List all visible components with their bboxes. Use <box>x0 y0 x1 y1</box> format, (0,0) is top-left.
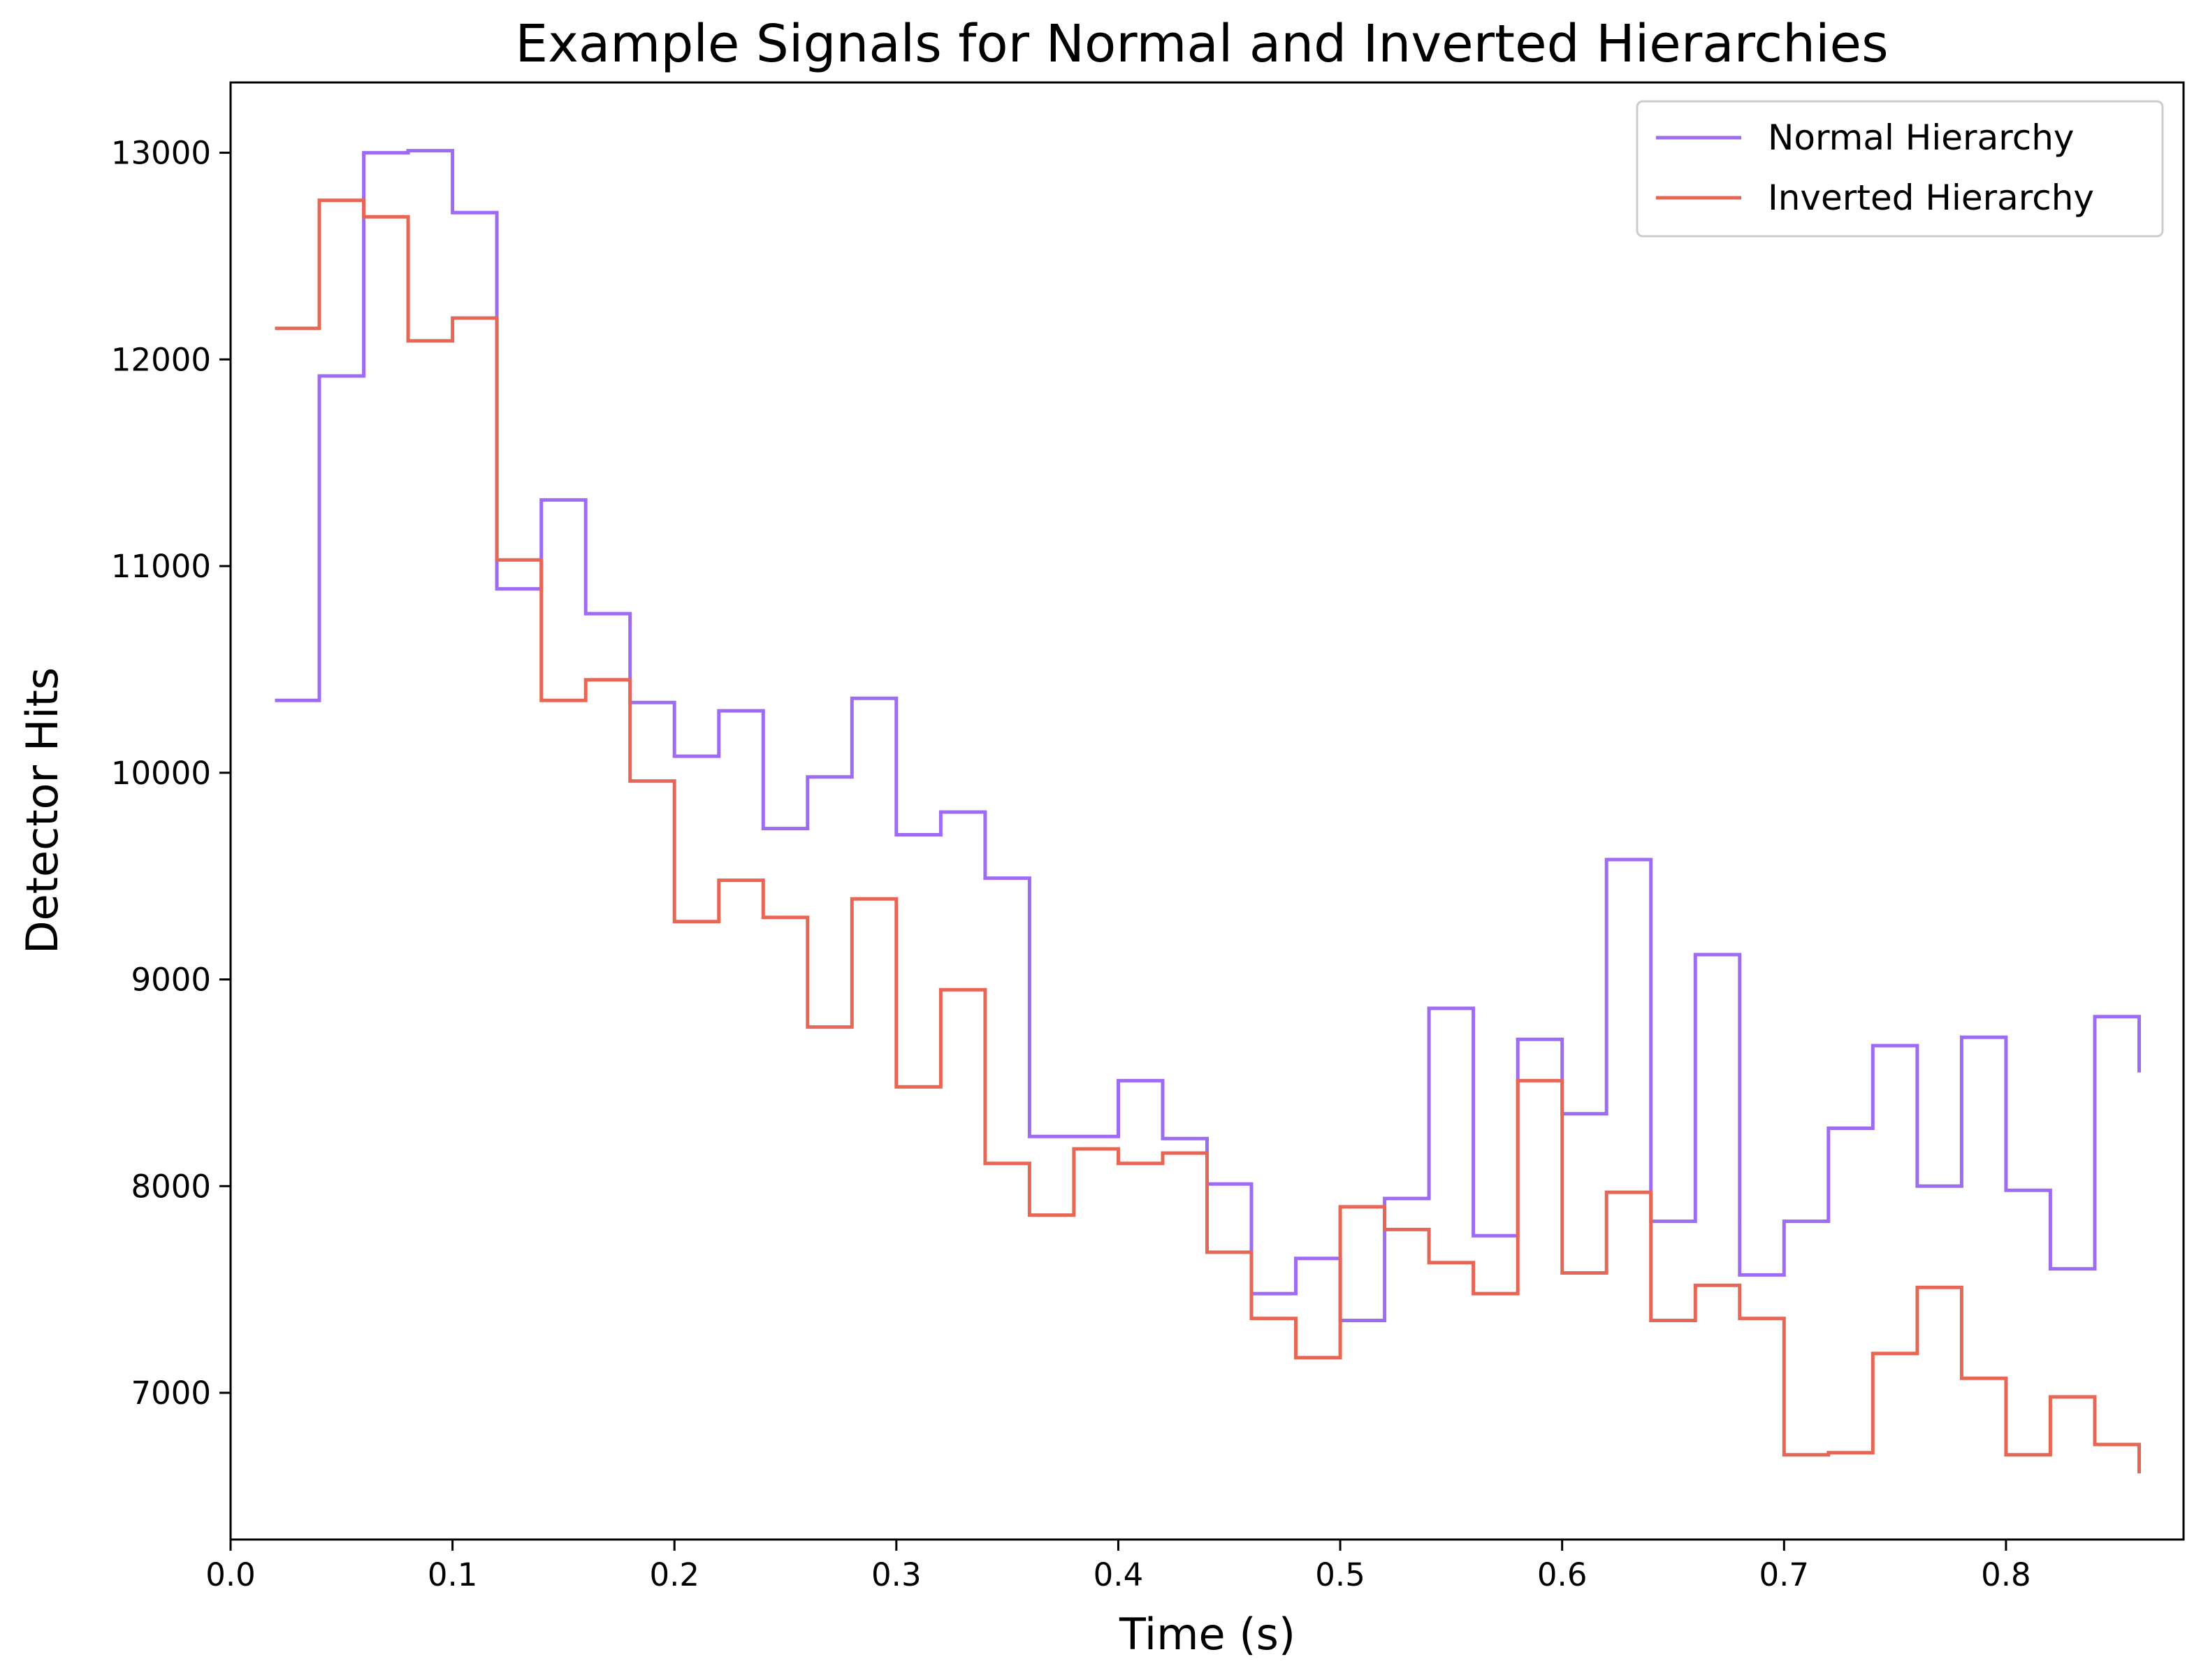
legend: Normal Hierarchy Inverted Hierarchy <box>1636 100 2164 238</box>
x-tick-label: 0.7 <box>1759 1556 1810 1593</box>
x-tick-label: 0.5 <box>1315 1556 1365 1593</box>
x-tick-label: 0.6 <box>1537 1556 1588 1593</box>
legend-label-normal-hierarchy: Normal Hierarchy <box>1768 117 2074 158</box>
y-tick-label: 11000 <box>111 548 211 585</box>
series-line-inverted-hierarchy <box>275 198 2141 1474</box>
y-tick-label: 12000 <box>111 341 211 378</box>
y-tick-label: 13000 <box>111 135 211 172</box>
y-tick-label: 10000 <box>111 755 211 792</box>
chart-title: Example Signals for Normal and Inverted … <box>515 14 1888 74</box>
x-axis: 0.0 0.1 0.2 0.3 0.4 0.5 0.6 0.7 0.8 <box>205 1540 2031 1593</box>
plot-frame <box>229 81 2185 1541</box>
y-axis-label: Detector Hits <box>17 667 68 954</box>
series-layer <box>275 149 2141 1474</box>
series-line-normal-hierarchy <box>275 149 2141 1322</box>
x-tick-label: 0.0 <box>205 1556 256 1593</box>
x-tick-label: 0.1 <box>428 1556 478 1593</box>
legend-box <box>1636 100 2164 238</box>
x-axis-label: Time (s) <box>1119 1609 1295 1660</box>
x-tick-label: 0.2 <box>649 1556 699 1593</box>
y-tick-label: 8000 <box>131 1168 211 1205</box>
y-axis: 7000 8000 9000 10000 11000 12000 13000 <box>111 135 231 1412</box>
legend-label-inverted-hierarchy: Inverted Hierarchy <box>1768 178 2094 218</box>
x-tick-label: 0.3 <box>871 1556 922 1593</box>
y-tick-label: 7000 <box>131 1375 211 1412</box>
x-tick-label: 0.8 <box>1981 1556 2031 1593</box>
x-tick-label: 0.4 <box>1094 1556 1144 1593</box>
y-tick-label: 9000 <box>131 962 211 999</box>
